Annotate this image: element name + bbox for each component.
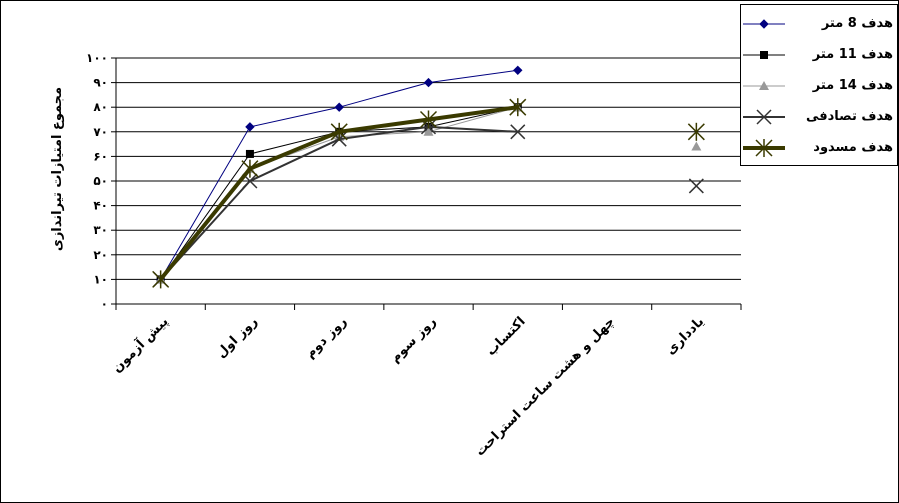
series-5-point: [419, 110, 438, 129]
y-tick-label: ۳۰: [93, 223, 108, 237]
series-4-line: [159, 125, 518, 281]
y-tick-label: ۵۰: [93, 174, 108, 188]
series-3-point: [691, 141, 702, 151]
legend-item: هدف تصادفی: [741, 104, 897, 130]
legend-swatch: [743, 51, 785, 59]
series-5-point: [509, 98, 527, 117]
x-category-label: روز دوم: [303, 314, 350, 361]
y-tick-label: ۰: [101, 297, 108, 311]
legend-swatch: [743, 81, 785, 90]
series-2-point: [245, 149, 254, 158]
x-category-label: روز اول: [214, 314, 261, 361]
legend-swatch-marker: [755, 139, 773, 157]
y-tick-label: ۸۰: [93, 100, 108, 114]
series-5-point: [152, 270, 170, 289]
legend-swatch-marker: [756, 109, 772, 125]
legend-label: هدف مسدود: [813, 140, 893, 155]
series-5-point: [330, 122, 348, 141]
series-3-point: [423, 126, 434, 136]
x-category-label: پیش آزمون: [108, 313, 171, 376]
legend-swatch-marker: [759, 81, 769, 90]
y-tick-label: ۴۰: [93, 199, 108, 213]
series-5-point: [241, 159, 259, 178]
legend-label: هدف تصادفی: [805, 109, 893, 124]
legend-swatch: [743, 139, 785, 157]
series-1-line: [160, 69, 518, 280]
legend-label: هدف 14 متر: [812, 78, 893, 93]
x-category-label: اکتساب: [484, 314, 529, 359]
series-5-point: [687, 122, 705, 141]
legend-swatch: [743, 19, 785, 29]
series-1-point: [245, 122, 255, 132]
series-4-point: [510, 124, 526, 140]
legend-item: هدف 14 متر: [741, 73, 897, 99]
x-category-label: یادداری: [663, 314, 707, 358]
series-1-point: [423, 77, 434, 88]
x-category-label: روز سوم: [388, 314, 440, 366]
legend-item: هدف 8 متر: [741, 11, 897, 37]
legend-swatch-marker: [759, 19, 769, 29]
legend-swatch: [743, 109, 785, 125]
y-tick-label: ۱۰: [93, 272, 108, 286]
y-tick-label: ۹۰: [93, 76, 108, 90]
legend-label: هدف 8 متر: [821, 16, 893, 31]
y-tick-label: ۷۰: [93, 125, 108, 139]
legend-label: هدف 11 متر: [812, 47, 893, 62]
legend-item: هدف مسدود: [741, 135, 897, 161]
y-axis-title: مجموع امتیازات تیراندازی: [50, 87, 65, 251]
y-tick-label: ۱۰۰: [86, 51, 108, 65]
y-tick-label: ۲۰: [93, 248, 108, 262]
x-category-label: چهل و هشت ساعت استراحت: [473, 314, 618, 459]
legend: هدف 8 متر هدف 11 متر هدف 14 متر هدف تصادفی ه…: [740, 4, 898, 166]
series-1-point: [513, 65, 523, 76]
legend-swatch-marker: [760, 51, 768, 59]
series-1-point: [334, 102, 344, 112]
legend-item: هدف 11 متر: [741, 42, 897, 68]
y-tick-label: ۶۰: [93, 149, 108, 163]
series-4-point: [688, 178, 704, 194]
